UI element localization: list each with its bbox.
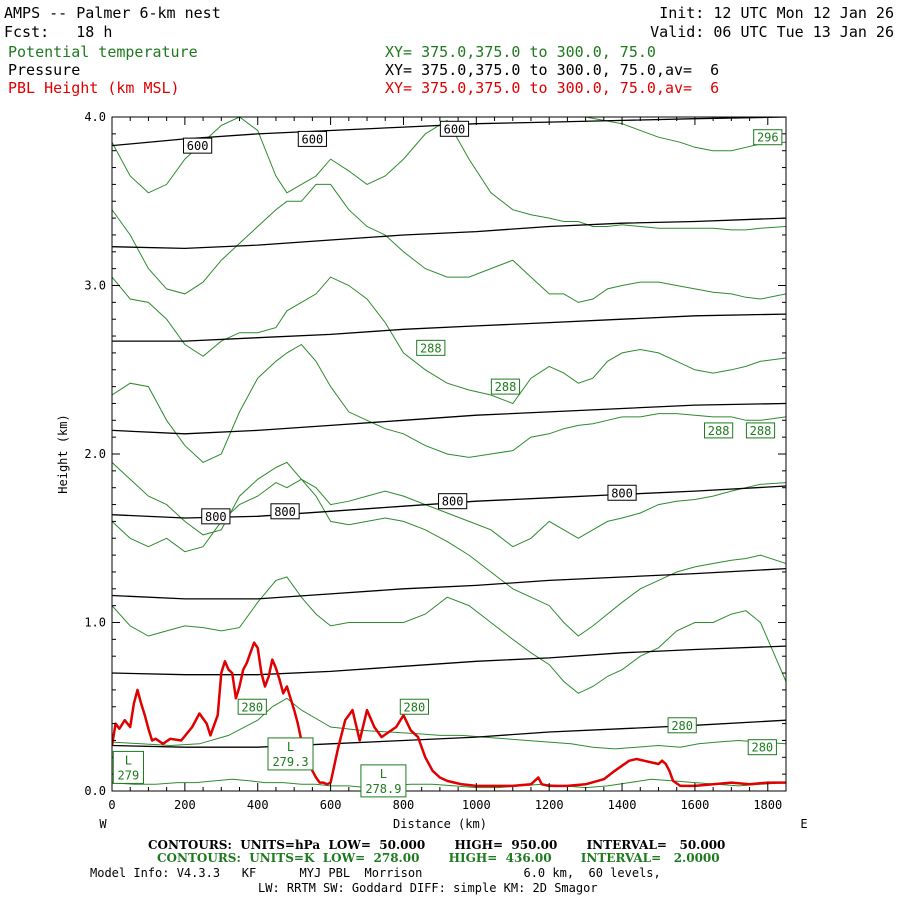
pressure-label-box	[297, 130, 327, 147]
theta-label: 288	[420, 341, 442, 355]
x-axis-label: Distance (km)	[393, 817, 487, 831]
pressure-label: 800	[274, 505, 296, 519]
field-xy-theta: XY= 375.0,375.0 to 300.0, 75.0	[385, 43, 656, 61]
low-marker: L	[380, 767, 387, 781]
theta-label: 288	[495, 380, 517, 394]
y-tick-label: 0.0	[84, 784, 106, 798]
theta-label: 296	[757, 131, 779, 145]
theta-contour-5	[112, 343, 786, 463]
x-tick-label: 1000	[462, 798, 491, 812]
theta-contour-9	[585, 117, 786, 152]
pressure-label: 800	[442, 495, 464, 509]
theta-label-box	[745, 422, 776, 439]
x-tick-label: 1400	[608, 798, 637, 812]
pressure-isobar-7	[112, 719, 786, 748]
y-tick-label: 4.0	[84, 110, 106, 124]
pressure-label: 600	[444, 122, 466, 136]
low-marker: L	[125, 753, 132, 767]
low-marker-box	[112, 750, 144, 784]
contour-info-pressure: CONTOURS: UNITS=hPa LOW= 50.000 HIGH= 95…	[148, 838, 726, 852]
model-info: Model Info: V4.3.3 KF MYJ PBL Morrison 6…	[90, 866, 661, 880]
theta-label: 280	[751, 741, 773, 755]
y-tick-label: 3.0	[84, 279, 106, 293]
theta-label-box	[747, 739, 777, 756]
theta-contour-8	[112, 117, 786, 231]
pressure-isobar-6	[112, 645, 786, 676]
forecast-hour: Fcst: 18 h	[4, 23, 113, 41]
pressure-isobar-5	[112, 567, 786, 600]
init-time: Init: 12 UTC Mon 12 Jan 26	[659, 4, 894, 22]
field-xy-pressure: XY= 375.0,375.0 to 300.0, 75.0,av= 6	[385, 61, 720, 79]
pressure-label: 600	[302, 132, 324, 146]
pressure-label: 800	[611, 486, 633, 500]
theta-label: 280	[671, 719, 693, 733]
theta-contour-2	[112, 576, 786, 694]
valid-time: Valid: 06 UTC Tue 13 Jan 26	[650, 23, 894, 41]
pressure-label: 600	[187, 139, 209, 153]
chart-title: AMPS -- Palmer 6-km nest	[4, 4, 221, 22]
pbl-height-line	[112, 641, 786, 788]
x-tick-label: 1600	[680, 798, 709, 812]
pressure-label-box	[201, 508, 231, 525]
east-label: E	[800, 817, 807, 831]
low-marker-box	[360, 764, 407, 798]
contour-info-theta: CONTOURS: UNITS=K LOW= 278.00 HIGH= 436.…	[157, 851, 720, 865]
x-tick-label: 1800	[753, 798, 782, 812]
low-value: 279.3	[272, 755, 308, 769]
pressure-label-box	[270, 503, 300, 520]
pressure-isobar-3	[112, 402, 786, 435]
theta-label-box	[237, 698, 267, 715]
theta-label: 280	[404, 700, 426, 714]
pressure-label: 800	[205, 510, 227, 524]
pressure-label-box	[439, 120, 470, 137]
theta-label-box	[704, 422, 734, 439]
y-tick-label: 2.0	[84, 447, 106, 461]
y-tick-label: 1.0	[84, 616, 106, 630]
x-tick-label: 0	[108, 798, 115, 812]
west-label: W	[99, 817, 107, 831]
theta-label: 280	[241, 700, 263, 714]
pressure-isobar-1	[112, 217, 786, 250]
y-axis-label: Height (km)	[56, 414, 70, 493]
pressure-label-box	[183, 137, 213, 154]
field-name-pressure: Pressure	[8, 61, 81, 79]
theta-label-box	[753, 129, 783, 146]
field-name-theta: Potential temperature	[8, 43, 198, 61]
low-value: 278.9	[365, 782, 401, 796]
theta-label-box	[416, 339, 446, 356]
field-name-pbl: PBL Height (km MSL)	[8, 79, 180, 97]
x-tick-label: 200	[174, 798, 196, 812]
x-tick-label: 600	[320, 798, 342, 812]
physics-info: LW: RRTM SW: Goddard DIFF: simple KM: 2D…	[258, 881, 598, 895]
theta-contour-7	[112, 183, 786, 303]
pressure-label-box	[607, 484, 637, 501]
theta-label: 288	[708, 424, 730, 438]
theta-contour-1	[112, 697, 786, 750]
pressure-label-box	[438, 493, 468, 510]
theta-label-box	[399, 698, 429, 715]
theta-contour-6	[112, 276, 786, 405]
low-marker: L	[287, 740, 294, 754]
pressure-isobar-2	[112, 313, 786, 342]
theta-label-box	[490, 378, 521, 395]
low-marker-box	[267, 737, 314, 771]
field-xy-pbl: XY= 375.0,375.0 to 300.0, 75.0,av= 6	[385, 79, 720, 97]
theta-contour-0	[112, 778, 786, 789]
low-value: 279	[118, 768, 140, 782]
x-tick-label: 800	[393, 798, 415, 812]
theta-label-box	[667, 717, 697, 734]
x-tick-label: 1200	[535, 798, 564, 812]
x-tick-label: 400	[247, 798, 269, 812]
theta-label: 288	[750, 424, 772, 438]
